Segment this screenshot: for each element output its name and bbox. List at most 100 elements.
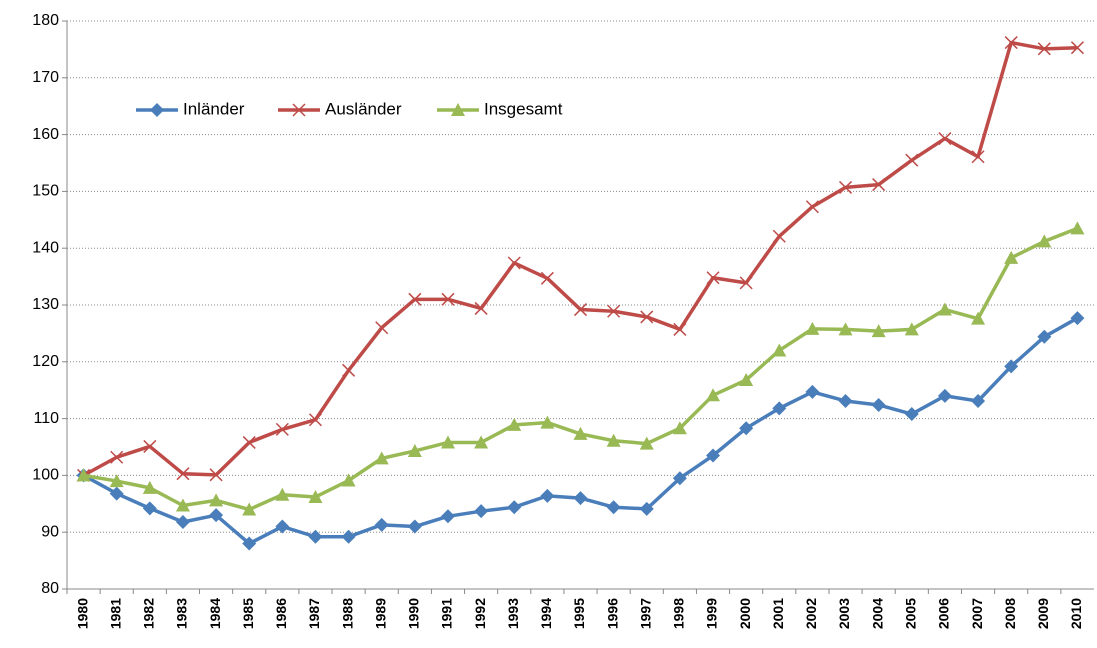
marker <box>341 473 356 487</box>
marker <box>292 103 306 117</box>
marker <box>407 519 422 534</box>
x-tick-label: 1998 <box>671 598 687 629</box>
marker <box>275 487 290 501</box>
marker <box>573 491 588 506</box>
y-tick-label: 150 <box>32 183 59 200</box>
y-tick-label: 100 <box>32 467 59 484</box>
x-tick-label: 2007 <box>969 598 985 629</box>
x-tick-label: 1985 <box>240 598 256 629</box>
marker <box>242 536 257 551</box>
y-tick-label: 90 <box>41 523 59 540</box>
x-tick-label: 1994 <box>538 598 554 629</box>
marker <box>805 321 820 335</box>
marker <box>1004 36 1018 50</box>
marker <box>540 488 555 503</box>
marker <box>904 407 919 422</box>
marker <box>474 504 489 519</box>
marker <box>905 153 919 167</box>
x-tick-label: 2002 <box>803 598 819 629</box>
marker <box>971 393 986 408</box>
x-tick-label: 1997 <box>637 598 653 629</box>
x-tick-label: 2000 <box>737 598 753 629</box>
legend-label: Inländer <box>183 99 245 118</box>
marker <box>209 468 223 482</box>
marker <box>607 304 621 318</box>
x-tick-label: 1995 <box>571 598 587 629</box>
marker <box>739 372 754 386</box>
x-tick-label: 1988 <box>339 598 355 629</box>
marker <box>772 229 786 243</box>
marker <box>540 415 555 429</box>
x-tick-label: 1990 <box>406 598 422 629</box>
y-tick-label: 180 <box>32 12 59 29</box>
marker <box>772 401 787 416</box>
y-tick-label: 170 <box>32 69 59 86</box>
series-line <box>83 226 1079 512</box>
marker <box>109 474 124 488</box>
x-tick-label: 1992 <box>472 598 488 629</box>
marker <box>440 435 455 449</box>
x-tick-label: 1993 <box>505 598 521 629</box>
y-tick-label: 120 <box>32 353 59 370</box>
x-tick-label: 1981 <box>107 598 123 629</box>
marker <box>573 303 588 317</box>
marker <box>706 388 721 402</box>
marker <box>308 529 323 544</box>
marker <box>507 500 522 515</box>
marker <box>308 489 323 503</box>
marker <box>76 468 91 482</box>
marker <box>341 529 356 544</box>
x-tick-label: 1986 <box>273 598 289 629</box>
marker <box>573 426 588 440</box>
marker <box>540 271 554 285</box>
marker <box>871 397 886 412</box>
marker <box>209 508 224 523</box>
y-tick-label: 160 <box>32 126 59 143</box>
marker <box>275 519 290 534</box>
marker <box>209 493 224 507</box>
marker <box>142 480 157 494</box>
x-tick-label: 1982 <box>141 598 157 629</box>
marker <box>374 451 389 465</box>
marker <box>408 292 422 306</box>
marker <box>672 471 687 486</box>
marker <box>474 435 489 449</box>
x-tick-label: 2009 <box>1035 598 1051 629</box>
marker <box>1037 329 1052 344</box>
marker <box>1004 359 1019 374</box>
marker <box>739 421 754 436</box>
marker <box>375 321 389 335</box>
marker <box>308 413 322 427</box>
marker <box>673 322 687 336</box>
marker <box>937 302 952 316</box>
marker <box>971 311 986 325</box>
marker <box>606 433 621 447</box>
legend-label: Insgesamt <box>484 99 563 118</box>
x-tick-label: 2006 <box>936 598 952 629</box>
marker <box>175 514 190 529</box>
marker <box>937 388 952 403</box>
marker <box>772 343 787 357</box>
marker <box>904 322 919 336</box>
x-tick-label: 2001 <box>770 598 786 629</box>
x-tick-label: 2004 <box>869 598 885 629</box>
marker <box>971 150 985 164</box>
x-tick-label: 2005 <box>902 598 918 629</box>
marker <box>639 501 654 516</box>
x-tick-label: 1980 <box>74 598 90 629</box>
marker <box>938 132 952 146</box>
marker <box>606 500 621 515</box>
marker <box>805 200 819 214</box>
x-tick-label: 1999 <box>704 598 720 629</box>
marker <box>507 417 522 431</box>
x-tick-label: 2003 <box>836 598 852 629</box>
x-tick-label: 2008 <box>1002 598 1018 629</box>
x-tick-label: 1991 <box>439 598 455 629</box>
marker <box>374 517 389 532</box>
marker <box>176 467 190 481</box>
marker <box>871 324 886 338</box>
marker <box>639 436 654 450</box>
marker <box>1070 221 1085 235</box>
marker <box>706 271 720 285</box>
